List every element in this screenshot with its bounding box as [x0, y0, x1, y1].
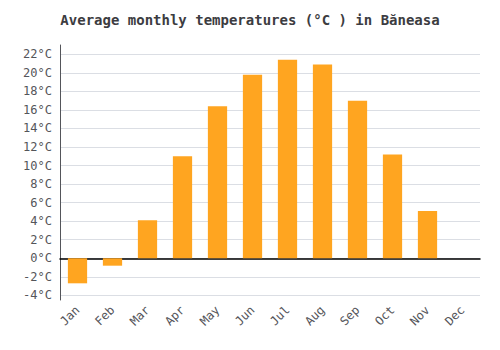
- svg-text:22°C: 22°C: [23, 47, 52, 61]
- svg-text:Oct: Oct: [372, 303, 397, 328]
- svg-text:Aug: Aug: [302, 303, 327, 328]
- svg-text:Dec: Dec: [442, 303, 467, 328]
- svg-text:0°C: 0°C: [30, 251, 52, 265]
- svg-text:2°C: 2°C: [30, 233, 52, 247]
- svg-text:12°C: 12°C: [23, 140, 52, 154]
- svg-text:16°C: 16°C: [23, 103, 52, 117]
- svg-text:-2°C: -2°C: [23, 270, 52, 284]
- svg-text:May: May: [197, 303, 222, 328]
- svg-text:Sep: Sep: [337, 303, 362, 328]
- svg-text:4°C: 4°C: [30, 214, 52, 228]
- svg-text:Jun: Jun: [232, 303, 257, 328]
- svg-text:Mar: Mar: [127, 303, 152, 328]
- svg-text:18°C: 18°C: [23, 84, 52, 98]
- svg-text:20°C: 20°C: [23, 66, 52, 80]
- svg-text:8°C: 8°C: [30, 177, 52, 191]
- svg-text:Jan: Jan: [57, 303, 82, 328]
- svg-text:14°C: 14°C: [23, 121, 52, 135]
- svg-text:Apr: Apr: [162, 303, 187, 328]
- svg-text:Jul: Jul: [267, 303, 292, 328]
- svg-text:Average monthly temperatures (: Average monthly temperatures (°C ) in Bă…: [60, 12, 439, 28]
- svg-text:10°C: 10°C: [23, 159, 52, 173]
- svg-text:Nov: Nov: [407, 303, 432, 328]
- svg-text:6°C: 6°C: [30, 196, 52, 210]
- svg-text:-4°C: -4°C: [23, 288, 52, 302]
- svg-text:Feb: Feb: [92, 303, 117, 328]
